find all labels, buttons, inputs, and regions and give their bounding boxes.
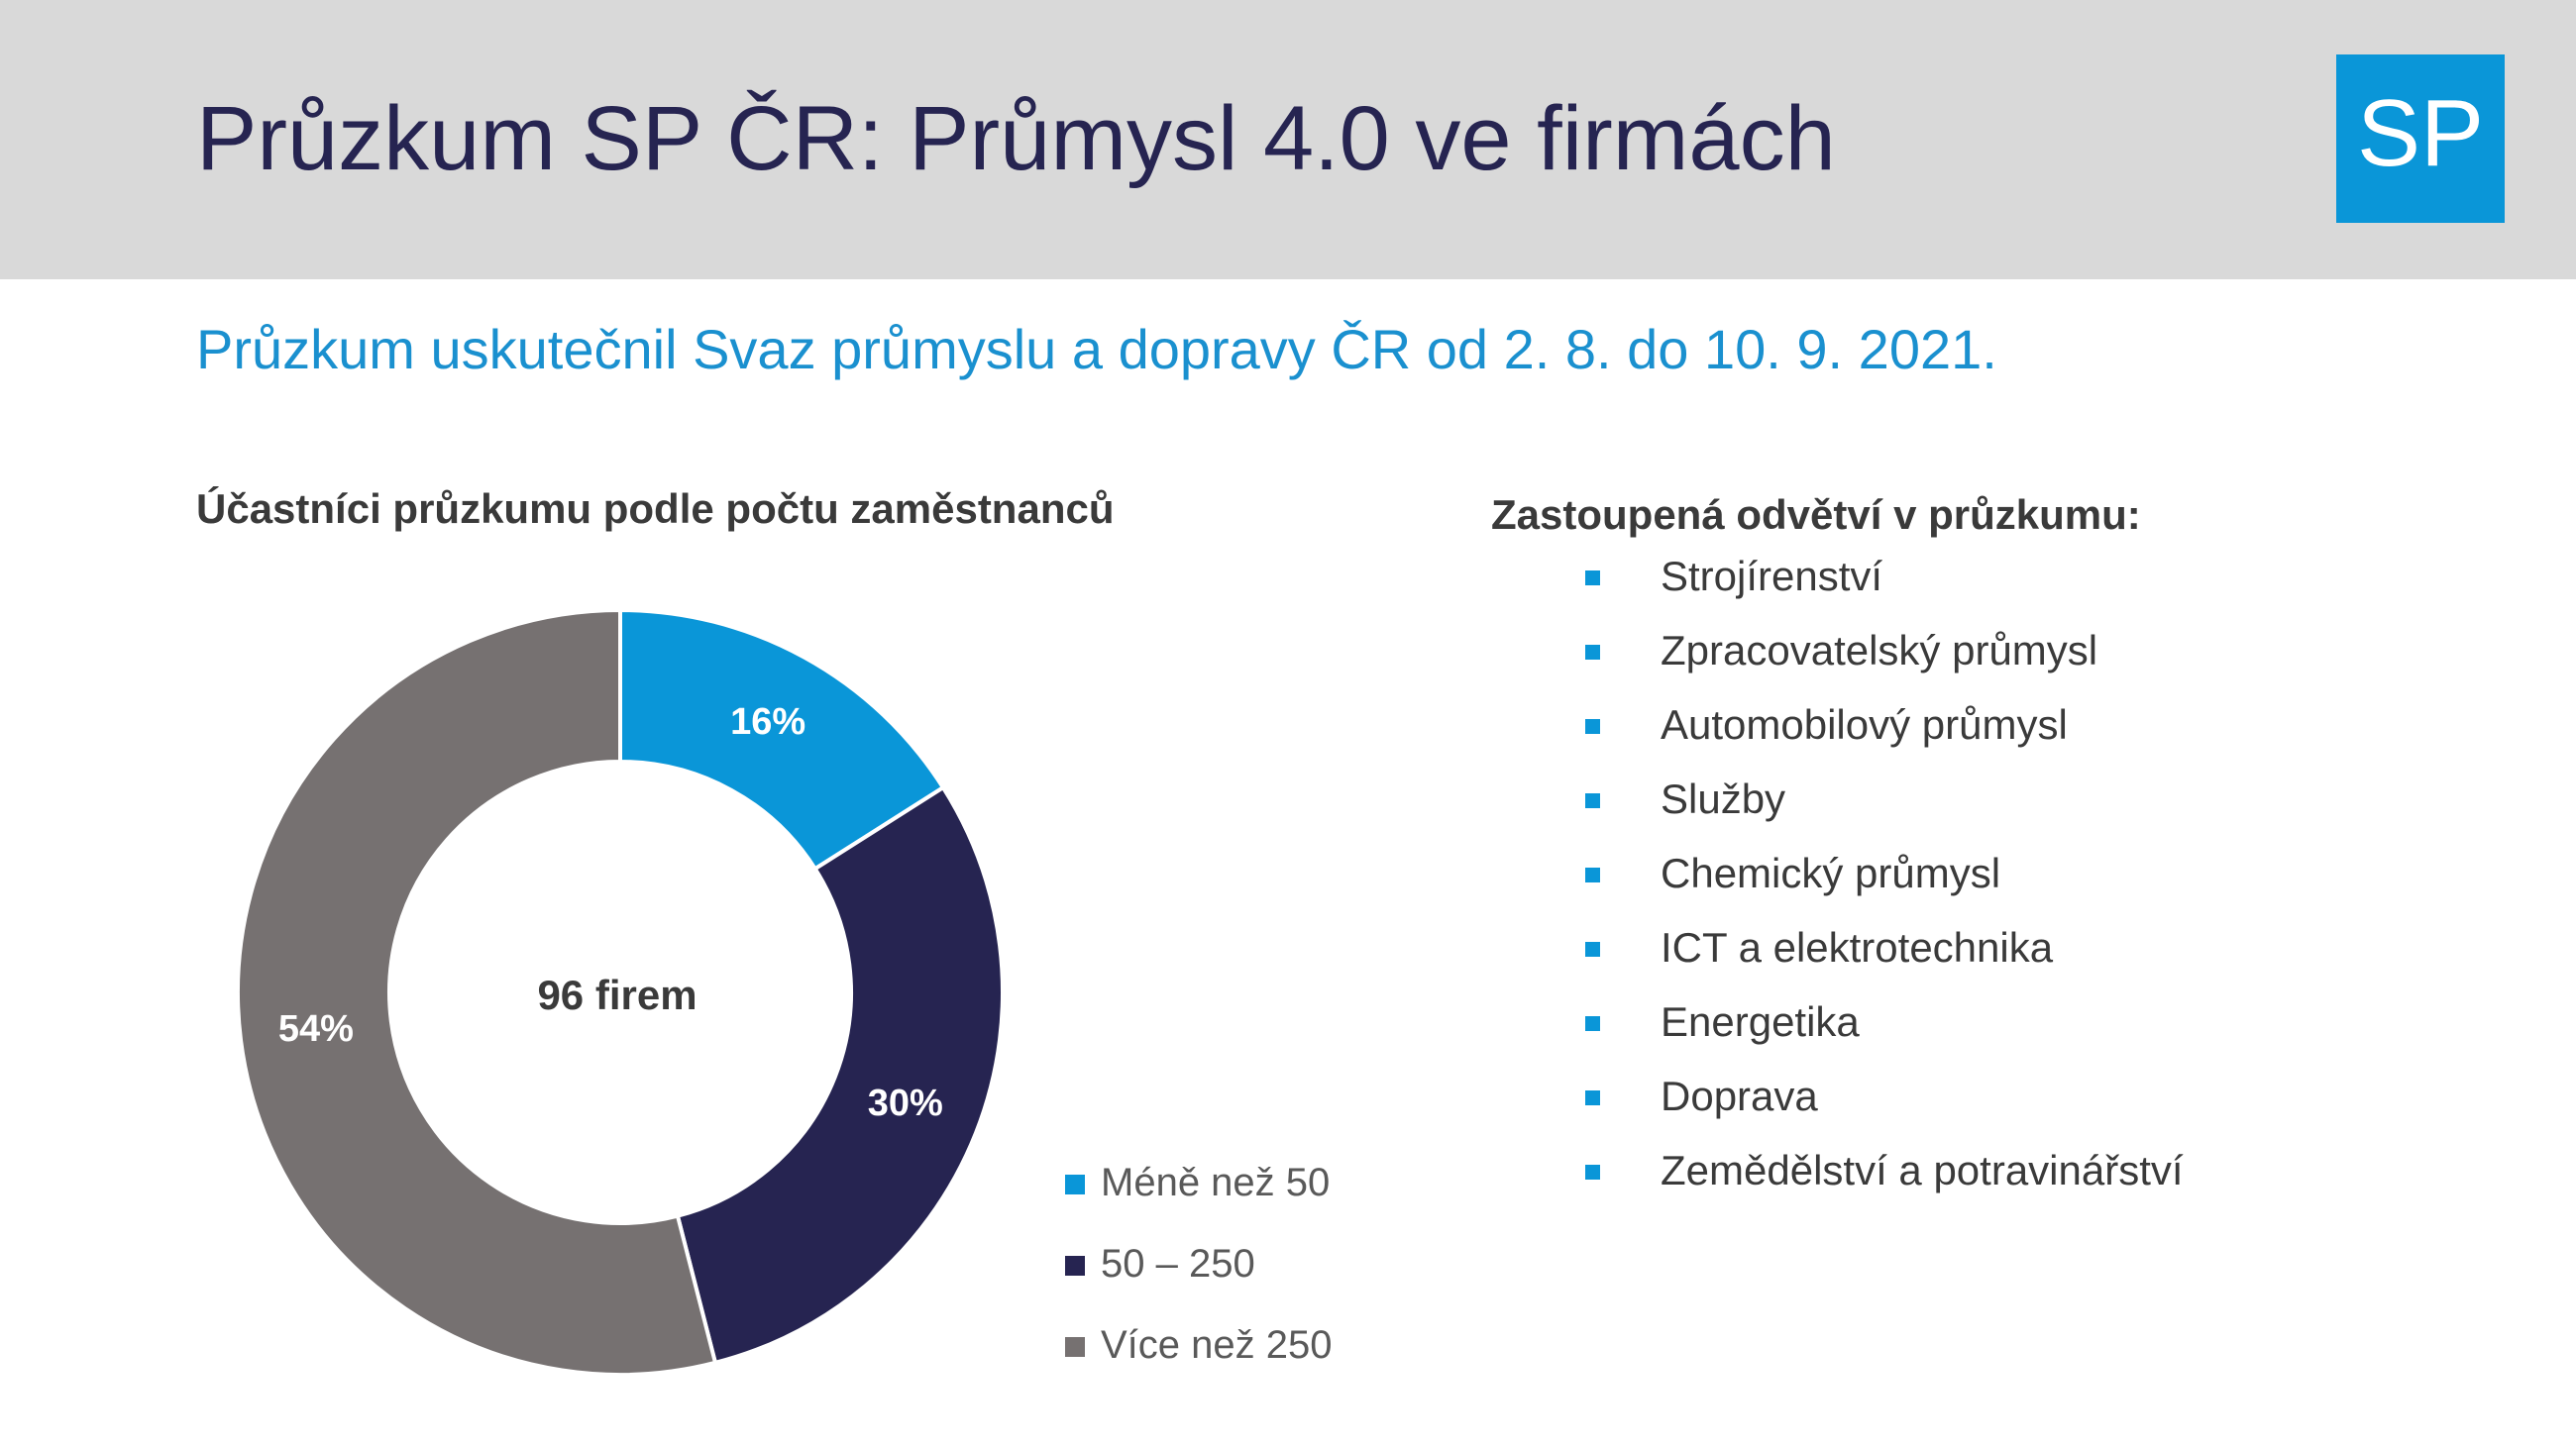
slice-value-label: 54% xyxy=(278,1008,354,1050)
square-bullet-icon xyxy=(1585,570,1600,585)
chart-heading: Účastníci průzkumu podle počtu zaměstnan… xyxy=(196,485,1115,532)
sector-label: Automobilový průmysl xyxy=(1661,701,2068,748)
sp-logo: SP xyxy=(2336,54,2505,223)
square-bullet-icon xyxy=(1585,1090,1600,1105)
sector-label: ICT a elektrotechnika xyxy=(1661,924,2054,971)
header-bar: Průzkum SP ČR: Průmysl 4.0 ve firmách SP xyxy=(0,0,2576,279)
legend-swatch xyxy=(1065,1337,1085,1357)
sector-label: Chemický průmysl xyxy=(1661,850,2001,896)
legend-label: 50 – 250 xyxy=(1101,1242,1255,1286)
sp-logo-mark: SP xyxy=(2357,80,2484,186)
square-bullet-icon xyxy=(1585,1016,1600,1031)
square-bullet-icon xyxy=(1585,942,1600,957)
square-bullet-icon xyxy=(1585,868,1600,882)
legend-swatch xyxy=(1065,1175,1085,1194)
donut-center-label: 96 firem xyxy=(537,972,697,1018)
sectors-heading: Zastoupená odvětví v průzkumu: xyxy=(1491,491,2141,538)
slice-under-50 xyxy=(618,607,946,872)
sector-label: Zemědělství a potravinářství xyxy=(1661,1147,2184,1193)
page-title: Průzkum SP ČR: Průmysl 4.0 ve firmách xyxy=(196,88,1836,189)
legend-label: Více než 250 xyxy=(1101,1323,1333,1367)
sector-label: Strojírenství xyxy=(1661,553,1883,599)
square-bullet-icon xyxy=(1585,1165,1600,1180)
sp-logo-text: SP xyxy=(2357,80,2484,186)
square-bullet-icon xyxy=(1585,719,1600,734)
square-bullet-icon xyxy=(1585,645,1600,660)
slice-over-250 xyxy=(236,607,718,1377)
sector-label: Doprava xyxy=(1661,1073,1818,1119)
donut-chart: 16% 30% 54% 96 firem xyxy=(236,607,1005,1377)
square-bullet-icon xyxy=(1585,793,1600,808)
slice-value-label: 30% xyxy=(868,1083,943,1124)
slice-50-250 xyxy=(675,784,1005,1366)
sector-label: Energetika xyxy=(1661,998,1860,1045)
legend-label: Méně než 50 xyxy=(1101,1161,1331,1204)
legend-swatch xyxy=(1065,1256,1085,1276)
slice-value-label: 16% xyxy=(730,701,805,743)
sector-label: Zpracovatelský průmysl xyxy=(1661,627,2098,673)
survey-subtitle: Průzkum uskutečnil Svaz průmyslu a dopra… xyxy=(196,318,1997,380)
sector-label: Služby xyxy=(1661,776,1786,822)
